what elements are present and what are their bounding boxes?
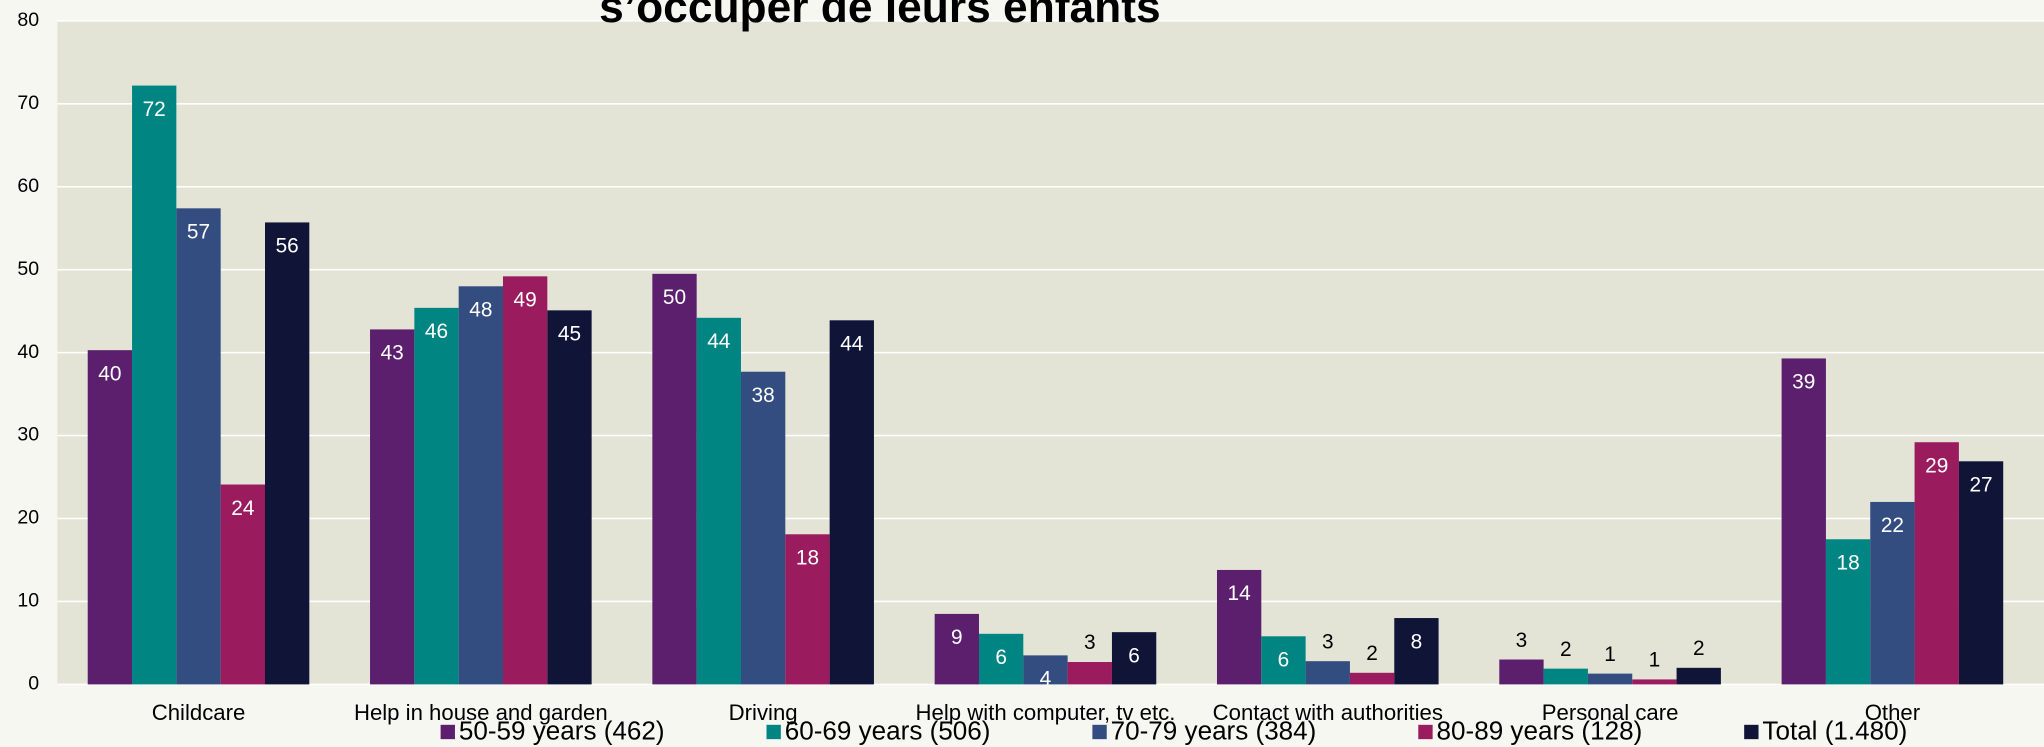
bar bbox=[547, 310, 592, 685]
y-tick-label: 80 bbox=[17, 9, 39, 31]
bar bbox=[1676, 667, 1721, 685]
bar bbox=[829, 320, 874, 685]
legend-label: 50-59 years (462) bbox=[459, 716, 665, 746]
bar bbox=[1781, 358, 1826, 685]
bar bbox=[1958, 461, 2004, 685]
bar bbox=[1261, 636, 1306, 685]
data-label: 8 bbox=[1411, 630, 1423, 653]
bar bbox=[458, 286, 503, 685]
bar bbox=[1914, 442, 1959, 685]
data-label: 1 bbox=[1604, 643, 1616, 666]
data-label: 9 bbox=[951, 626, 963, 649]
bar bbox=[1216, 569, 1262, 685]
data-label: 18 bbox=[1836, 552, 1859, 575]
y-tick-label: 70 bbox=[17, 92, 39, 114]
data-label: 48 bbox=[469, 299, 492, 322]
data-label: 38 bbox=[752, 384, 775, 407]
data-label: 2 bbox=[1560, 638, 1572, 661]
legend-swatch bbox=[440, 724, 455, 740]
legend-swatch bbox=[766, 724, 781, 740]
data-label: 40 bbox=[98, 362, 121, 385]
y-tick-label: 60 bbox=[17, 175, 39, 197]
data-label: 56 bbox=[276, 235, 299, 258]
chart-title: s’occuper de leurs enfants bbox=[599, 0, 1160, 32]
bar bbox=[1825, 539, 1871, 685]
y-tick-label: 40 bbox=[17, 341, 39, 363]
x-tick-label: Personal care bbox=[1542, 700, 1679, 725]
bar bbox=[1067, 662, 1112, 685]
y-tick-label: 0 bbox=[28, 673, 39, 695]
bar bbox=[1587, 673, 1633, 685]
x-tick-label: Contact with authorities bbox=[1213, 700, 1443, 725]
bar bbox=[220, 484, 265, 685]
y-tick-label: 20 bbox=[17, 507, 39, 529]
data-label: 27 bbox=[1969, 474, 1992, 497]
data-label: 44 bbox=[840, 333, 863, 356]
bar bbox=[652, 273, 697, 685]
data-label: 18 bbox=[796, 547, 819, 570]
data-label: 45 bbox=[558, 323, 581, 346]
data-label: 6 bbox=[1278, 649, 1290, 672]
data-label: 39 bbox=[1792, 371, 1815, 394]
bar bbox=[370, 329, 415, 685]
x-tick-label: Other bbox=[1865, 700, 1921, 725]
bar bbox=[1499, 659, 1544, 685]
bar bbox=[1394, 618, 1439, 685]
data-label: 72 bbox=[143, 98, 166, 121]
bar bbox=[414, 307, 459, 685]
x-tick-label: Help with computer, tv etc. bbox=[916, 700, 1176, 725]
x-tick-label: Driving bbox=[729, 700, 798, 725]
bar bbox=[1543, 668, 1588, 685]
legend-swatch bbox=[1092, 724, 1107, 740]
data-label: 14 bbox=[1228, 582, 1251, 605]
data-label: 24 bbox=[231, 497, 254, 520]
data-label: 3 bbox=[1516, 629, 1528, 652]
bar bbox=[740, 371, 786, 685]
bar bbox=[132, 85, 177, 685]
data-label: 44 bbox=[707, 330, 730, 353]
x-tick-label: Childcare bbox=[152, 700, 246, 725]
bar bbox=[264, 222, 310, 685]
data-label: 57 bbox=[187, 221, 210, 244]
legend-swatch bbox=[1418, 724, 1433, 740]
data-label: 2 bbox=[1693, 637, 1705, 660]
bar bbox=[1305, 661, 1350, 685]
bar bbox=[1870, 501, 1915, 685]
data-label: 2 bbox=[1366, 642, 1378, 665]
data-label: 6 bbox=[995, 646, 1007, 669]
y-tick-label: 30 bbox=[17, 424, 39, 446]
x-tick-label: Help in house and garden bbox=[354, 700, 608, 725]
legend-swatch bbox=[1744, 724, 1759, 740]
bar bbox=[1632, 679, 1677, 685]
data-label: 3 bbox=[1322, 630, 1334, 653]
bar bbox=[934, 613, 979, 685]
legend-label: Total (1.480) bbox=[1762, 716, 1907, 746]
data-label: 4 bbox=[1040, 668, 1052, 691]
bar bbox=[785, 534, 830, 685]
bar bbox=[176, 208, 221, 685]
bar bbox=[1111, 632, 1157, 685]
bar bbox=[696, 317, 741, 685]
data-label: 49 bbox=[514, 289, 537, 312]
data-label: 3 bbox=[1084, 631, 1096, 654]
bar bbox=[502, 276, 548, 685]
bar bbox=[1349, 672, 1395, 685]
data-label: 29 bbox=[1925, 454, 1948, 477]
data-label: 1 bbox=[1649, 649, 1661, 672]
legend-label: 70-79 years (384) bbox=[1111, 716, 1317, 746]
data-label: 6 bbox=[1128, 644, 1140, 667]
legend-label: 60-69 years (506) bbox=[785, 716, 991, 746]
data-label: 22 bbox=[1881, 514, 1904, 537]
legend-label: 80-89 years (128) bbox=[1437, 716, 1643, 746]
data-label: 43 bbox=[381, 342, 404, 365]
bar bbox=[87, 350, 133, 685]
data-label: 50 bbox=[663, 286, 686, 309]
data-label: 46 bbox=[425, 320, 448, 343]
y-tick-label: 10 bbox=[17, 590, 39, 612]
y-tick-label: 50 bbox=[17, 258, 39, 280]
bar bbox=[1023, 655, 1068, 685]
bar bbox=[978, 633, 1024, 685]
